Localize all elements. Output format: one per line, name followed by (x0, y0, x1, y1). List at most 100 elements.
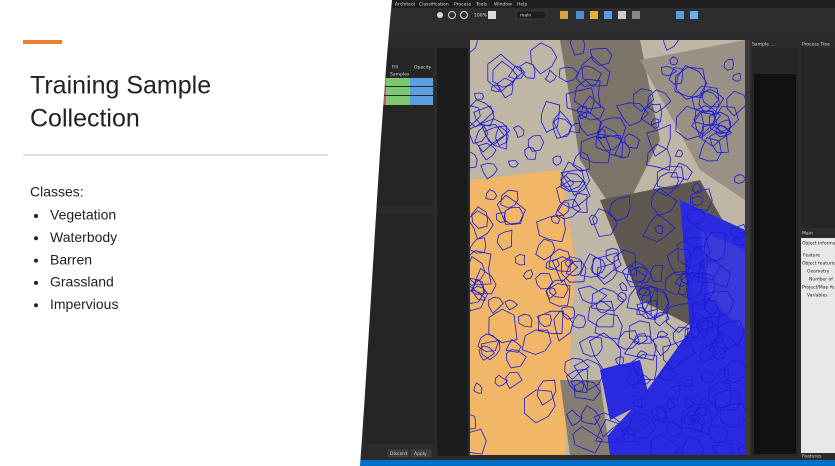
segment-outline (675, 64, 708, 100)
segment-outline (566, 409, 583, 427)
menu-item[interactable]: Process (454, 2, 472, 8)
segment-outline (652, 335, 672, 357)
segment-outline (729, 223, 745, 239)
panel-title: Process Tree (802, 42, 830, 48)
segment-outline (683, 378, 693, 388)
segment-outline (514, 254, 526, 266)
segment-outline (569, 40, 586, 56)
segment-outline (675, 105, 705, 140)
segment-outline (593, 412, 622, 438)
segment-outline (473, 105, 495, 127)
discard-button[interactable]: Discard (390, 451, 407, 457)
segment-outline (518, 61, 536, 79)
segment-outline (571, 192, 588, 214)
segment-outline (710, 338, 720, 348)
segment-outline (656, 405, 666, 420)
segment-outline (470, 414, 477, 430)
title: Training Sample (30, 72, 211, 100)
segment-outline (470, 255, 486, 287)
segment-outline (488, 296, 504, 315)
segment-outline (703, 290, 735, 319)
segment-outline (512, 125, 525, 139)
segment-outline (560, 169, 590, 197)
row: Number of ... (809, 277, 835, 283)
segment-outline (690, 188, 713, 211)
segment-outline (573, 358, 605, 392)
segment-outline (684, 396, 696, 410)
segment-outline (646, 124, 671, 157)
segment-outline (663, 384, 681, 400)
segment-outline (605, 247, 620, 264)
segment-outline (597, 117, 627, 140)
apply-button[interactable]: Apply (414, 451, 427, 457)
menu-item[interactable]: Window (494, 2, 512, 8)
zoom[interactable]: 100% (474, 13, 488, 19)
tab[interactable]: Main (802, 231, 813, 237)
bullet (34, 280, 38, 285)
tab[interactable]: Features (802, 454, 822, 460)
segment-outline (524, 146, 537, 160)
segment-outline (505, 339, 522, 353)
segment-outline (553, 310, 574, 342)
menu-item[interactable]: Architect (395, 2, 415, 8)
segment-outline (672, 326, 689, 348)
segment-outline (576, 105, 588, 120)
segment-outline (474, 92, 484, 100)
segment-outline (701, 124, 733, 147)
segment-outline (653, 312, 670, 327)
segment-outline (674, 149, 683, 158)
segment-outline (478, 345, 495, 361)
segment-outline (607, 196, 631, 222)
segment-outline (651, 405, 668, 423)
segment-outline (680, 403, 713, 436)
segment-outline (470, 151, 478, 169)
segment-outline (639, 373, 651, 385)
segment-outline (555, 198, 582, 220)
segment-outline (530, 42, 558, 75)
segment-outline (545, 287, 557, 300)
segment-outline (641, 286, 669, 320)
segment-outline (577, 285, 608, 304)
list-item: Waterbody (50, 229, 117, 245)
segment-outline (470, 277, 486, 304)
segment-outline (685, 245, 722, 281)
segment-outline (518, 313, 533, 328)
menu-item[interactable]: Tools (475, 2, 488, 8)
button[interactable] (410, 449, 432, 458)
map-name[interactable]: main (520, 13, 531, 19)
segment-outline (480, 339, 501, 361)
segment-outline (621, 426, 636, 443)
button[interactable] (387, 449, 409, 458)
segment-outline (595, 125, 623, 152)
segment-outline (697, 316, 714, 334)
segment-outline (549, 279, 569, 299)
segment-outline (592, 208, 618, 238)
class-list: Vegetation Waterbody Barren Grassland Imperv… (34, 207, 118, 312)
segment-outline (552, 117, 572, 139)
segment-outline (506, 348, 527, 369)
segment-outline (470, 40, 478, 53)
segment-outline (694, 105, 722, 126)
panel (437, 48, 468, 456)
segment-outline (470, 285, 488, 301)
list-item: Vegetation (50, 207, 116, 223)
segment-outline (470, 105, 481, 127)
segment-outline (656, 165, 684, 190)
menu-item[interactable]: Help (517, 2, 527, 8)
bullet (34, 236, 38, 241)
segment-outline (557, 201, 570, 216)
menu-item[interactable]: Classification (419, 2, 449, 8)
segment-outline (589, 47, 613, 66)
segment-outline (507, 160, 519, 168)
scrollbar[interactable] (745, 40, 750, 455)
segment-outline (657, 330, 669, 339)
status-bar (360, 460, 835, 466)
segment-outline (473, 382, 483, 394)
segment-outline (595, 418, 626, 443)
segment-outline (636, 299, 658, 320)
segment-outline (626, 260, 648, 285)
segment-outline (669, 56, 679, 66)
segment-outline (485, 189, 498, 200)
segment-outline (544, 69, 557, 83)
